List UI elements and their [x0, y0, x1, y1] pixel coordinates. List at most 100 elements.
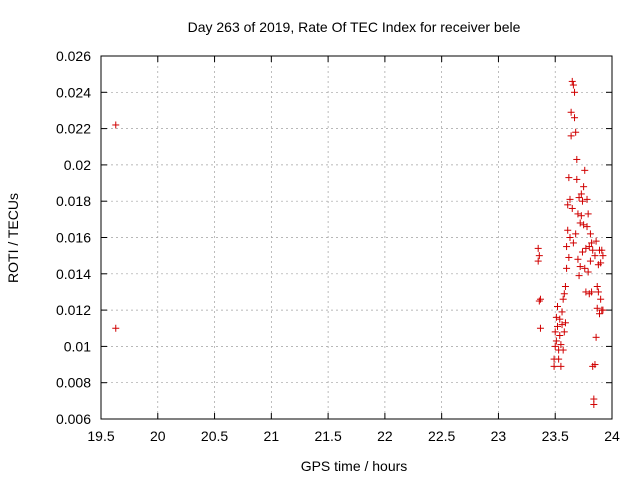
x-tick-label: 22 — [377, 428, 393, 444]
data-point — [564, 201, 572, 209]
y-tick-label: 0.02 — [64, 157, 91, 173]
data-point — [599, 306, 607, 314]
data-point — [582, 244, 590, 252]
data-point — [594, 288, 602, 296]
data-point — [550, 362, 558, 370]
data-point — [581, 264, 589, 272]
y-tick-label: 0.01 — [64, 338, 91, 354]
data-point — [588, 288, 596, 296]
y-tick-label: 0.018 — [56, 193, 91, 209]
data-point — [535, 252, 543, 260]
data-point — [593, 304, 601, 312]
data-point — [581, 166, 589, 174]
data-point — [593, 283, 601, 291]
y-tick-label: 0.014 — [56, 266, 91, 282]
data-point — [573, 155, 581, 163]
x-tick-label: 22.5 — [428, 428, 455, 444]
data-point — [567, 132, 575, 140]
data-point — [571, 88, 579, 96]
data-point — [591, 361, 599, 369]
data-point — [578, 197, 586, 205]
data-point — [572, 230, 580, 238]
data-point — [589, 246, 597, 254]
data-point — [575, 272, 583, 280]
data-point — [568, 204, 576, 212]
data-point — [596, 310, 604, 318]
x-tick-label: 21 — [264, 428, 280, 444]
data-point — [556, 315, 564, 323]
data-point — [580, 221, 588, 229]
data-point — [557, 341, 565, 349]
data-point — [599, 252, 607, 260]
data-point — [566, 195, 574, 203]
data-point — [591, 252, 599, 260]
y-tick-label: 0.006 — [56, 411, 91, 427]
x-tick-label: 23.5 — [542, 428, 569, 444]
data-point — [592, 333, 600, 341]
data-point — [573, 175, 581, 183]
data-point — [561, 319, 569, 327]
x-tick-label: 23 — [491, 428, 507, 444]
y-tick-label: 0.012 — [56, 302, 91, 318]
x-tick-label: 20.5 — [201, 428, 228, 444]
data-point — [555, 355, 563, 363]
data-point — [575, 194, 583, 202]
data-point — [584, 210, 592, 218]
data-point — [553, 302, 561, 310]
data-point — [559, 346, 567, 354]
data-point — [568, 77, 576, 85]
x-tick-label: 21.5 — [314, 428, 341, 444]
y-tick-label: 0.026 — [56, 48, 91, 64]
data-point — [112, 324, 120, 332]
data-point — [556, 332, 564, 340]
data-point — [560, 290, 568, 298]
data-point — [578, 248, 586, 256]
data-point — [551, 328, 559, 336]
data-point — [558, 321, 566, 329]
data-point — [588, 239, 596, 247]
data-point — [566, 234, 574, 241]
data-point — [559, 295, 567, 303]
data-point — [583, 223, 591, 231]
data-point — [534, 244, 542, 252]
data-point — [576, 219, 584, 227]
x-tick-label: 24 — [604, 428, 620, 444]
data-point — [112, 121, 120, 129]
data-point — [567, 108, 575, 116]
data-point — [535, 297, 543, 305]
tick-layer: 0.006 0.008 0.01 0.012 0.014 0.016 0.018 0.02 0.… — [56, 48, 620, 444]
data-point — [586, 230, 594, 238]
y-tick-label: 0.008 — [56, 375, 91, 391]
data-point — [574, 255, 582, 263]
data-point — [572, 128, 580, 136]
data-point — [577, 212, 585, 220]
chart-title: Day 263 of 2019, Rate Of TEC Index for r… — [188, 19, 521, 35]
data-point — [552, 337, 560, 345]
data-point — [571, 114, 579, 122]
y-tick-label: 0.024 — [56, 84, 91, 100]
data-point — [553, 322, 561, 330]
data-point — [561, 283, 569, 291]
data-point — [536, 295, 544, 303]
data-point — [576, 263, 584, 271]
data-point — [580, 183, 588, 191]
data-point — [558, 308, 566, 316]
grid-layer — [101, 56, 612, 419]
data-point — [597, 295, 605, 303]
y-axis-label: ROTI / TECUs — [5, 193, 21, 283]
y-tick-label: 0.022 — [56, 121, 91, 137]
data-point — [598, 246, 606, 254]
data-point — [590, 400, 598, 408]
x-tick-label: 19.5 — [87, 428, 114, 444]
data-point — [551, 342, 559, 350]
data-point — [569, 239, 577, 247]
data-point — [534, 257, 542, 265]
data-point — [563, 243, 571, 251]
data-point — [564, 226, 572, 234]
data-point — [584, 268, 592, 276]
data-point — [569, 81, 577, 89]
data-point — [536, 324, 544, 332]
data-point — [597, 259, 605, 267]
y-tick-label: 0.016 — [56, 230, 91, 246]
